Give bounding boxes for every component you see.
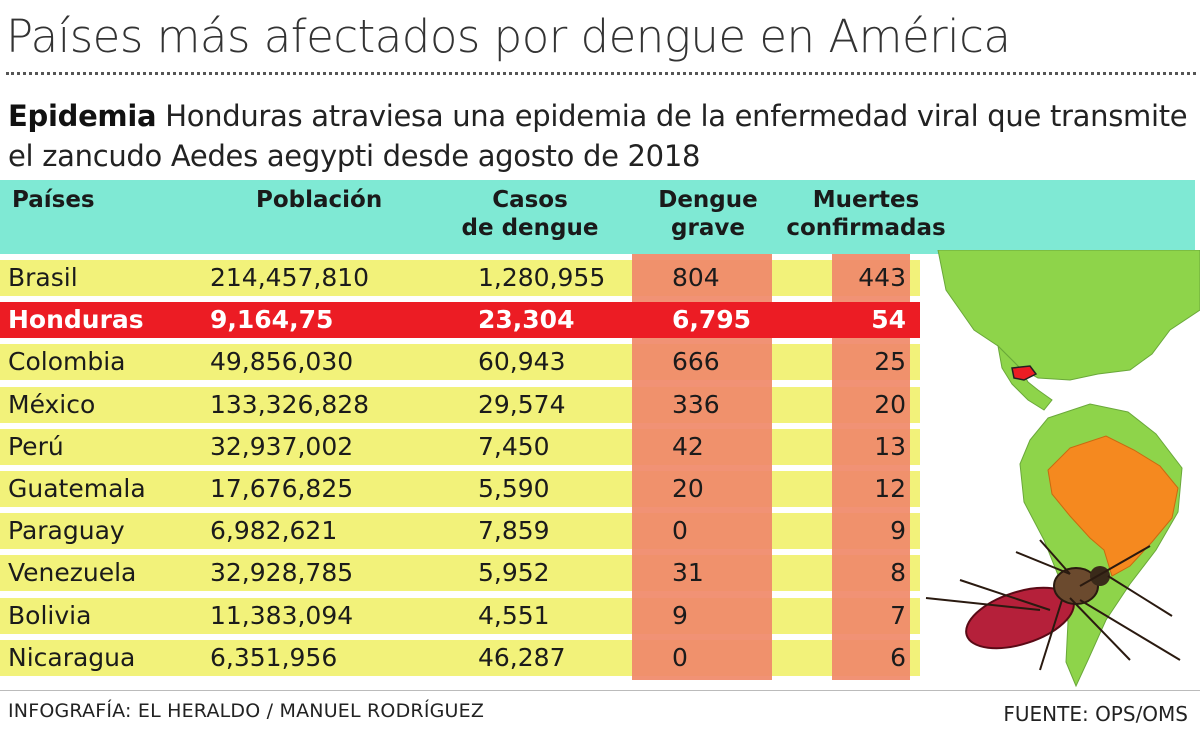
col-header-paises: Países xyxy=(12,187,95,213)
col-header-casos: Casos de dengue xyxy=(450,186,610,242)
cell-poblacion: 49,856,030 xyxy=(210,347,354,377)
cell-poblacion: 32,937,002 xyxy=(210,431,354,461)
footer-credit: INFOGRAFÍA: EL HERALDO / MANUEL RODRÍGUE… xyxy=(8,700,485,722)
cell-pais: México xyxy=(8,389,96,419)
cell-grave: 666 xyxy=(672,347,720,377)
cell-casos: 7,450 xyxy=(478,431,550,461)
north-america-land xyxy=(937,250,1200,381)
cell-muertes: 13 xyxy=(874,431,906,461)
cell-casos: 5,952 xyxy=(478,558,550,588)
col-header-poblacion: Población xyxy=(256,187,383,213)
intro-text: Epidemia Honduras atraviesa una epidemia… xyxy=(8,96,1188,176)
cell-casos: 5,590 xyxy=(478,474,550,503)
col-header-muertes-line1: Muertes xyxy=(812,187,920,213)
cell-casos: 1,280,955 xyxy=(478,263,606,292)
cell-pais: Venezuela xyxy=(8,558,137,588)
cell-grave: 336 xyxy=(672,389,720,419)
cell-grave: 42 xyxy=(672,431,704,461)
cell-pais: Bolivia xyxy=(8,600,92,630)
brazil-shape xyxy=(1047,435,1179,577)
honduras-shape xyxy=(1011,365,1038,381)
cell-grave: 31 xyxy=(672,558,704,588)
cuba-shape xyxy=(1080,345,1140,363)
cell-poblacion: 9,164,75 xyxy=(210,305,334,335)
col-header-casos-line1: Casos xyxy=(492,187,568,213)
intro-bold: Epidemia xyxy=(8,99,157,133)
cell-poblacion: 17,676,825 xyxy=(210,474,354,503)
cell-casos: 7,859 xyxy=(478,516,550,546)
mosquito-illustration xyxy=(925,539,1181,671)
col-header-grave-line1: Dengue xyxy=(658,187,758,213)
cell-pais: Paraguay xyxy=(8,516,125,546)
cell-muertes: 443 xyxy=(858,263,906,292)
footer-divider xyxy=(0,690,1200,691)
cell-muertes: 54 xyxy=(871,305,906,335)
cell-casos: 60,943 xyxy=(478,347,566,377)
cell-poblacion: 214,457,810 xyxy=(210,263,370,292)
cell-pais: Honduras xyxy=(8,305,144,335)
cell-grave: 9 xyxy=(672,600,688,630)
cell-muertes: 7 xyxy=(890,600,906,630)
cell-pais: Brasil xyxy=(8,263,78,292)
cell-poblacion: 133,326,828 xyxy=(210,389,370,419)
cell-muertes: 12 xyxy=(874,474,906,503)
title-divider xyxy=(6,72,1196,75)
cell-casos: 23,304 xyxy=(478,305,575,335)
cell-muertes: 8 xyxy=(890,558,906,588)
cell-casos: 46,287 xyxy=(478,642,566,672)
cell-grave: 20 xyxy=(672,474,704,503)
cell-pais: Perú xyxy=(8,431,64,461)
cell-grave: 804 xyxy=(672,263,720,292)
table-header xyxy=(0,180,1195,254)
cell-muertes: 9 xyxy=(890,516,906,546)
intro-body: Honduras atraviesa una epidemia de la en… xyxy=(8,99,1188,173)
cell-casos: 4,551 xyxy=(478,600,550,630)
cell-grave: 6,795 xyxy=(672,305,752,335)
cell-pais: Nicaragua xyxy=(8,642,136,672)
page-title: Países más afectados por dengue en Améri… xyxy=(6,10,1011,63)
cell-pais: Colombia xyxy=(8,347,126,377)
cell-poblacion: 32,928,785 xyxy=(210,558,354,588)
col-header-grave: Dengue grave xyxy=(638,186,778,242)
cell-poblacion: 6,351,956 xyxy=(210,642,338,672)
highlight-row xyxy=(0,302,920,339)
cell-poblacion: 11,383,094 xyxy=(210,600,354,630)
cell-grave: 0 xyxy=(672,516,688,546)
cell-grave: 0 xyxy=(672,642,688,672)
footer-source: FUENTE: OPS/OMS xyxy=(1003,702,1188,726)
america-map xyxy=(925,250,1200,688)
col-header-muertes-line2: confirmadas xyxy=(786,215,946,241)
cell-muertes: 25 xyxy=(874,347,906,377)
col-header-grave-line2: grave xyxy=(671,215,745,241)
col-header-casos-line2: de dengue xyxy=(461,215,599,241)
cell-muertes: 20 xyxy=(874,389,906,419)
cell-casos: 29,574 xyxy=(478,389,566,419)
cell-pais: Guatemala xyxy=(8,474,146,503)
cell-poblacion: 6,982,621 xyxy=(210,516,338,546)
cell-muertes: 6 xyxy=(890,642,906,672)
col-header-muertes: Muertes confirmadas xyxy=(776,186,956,242)
